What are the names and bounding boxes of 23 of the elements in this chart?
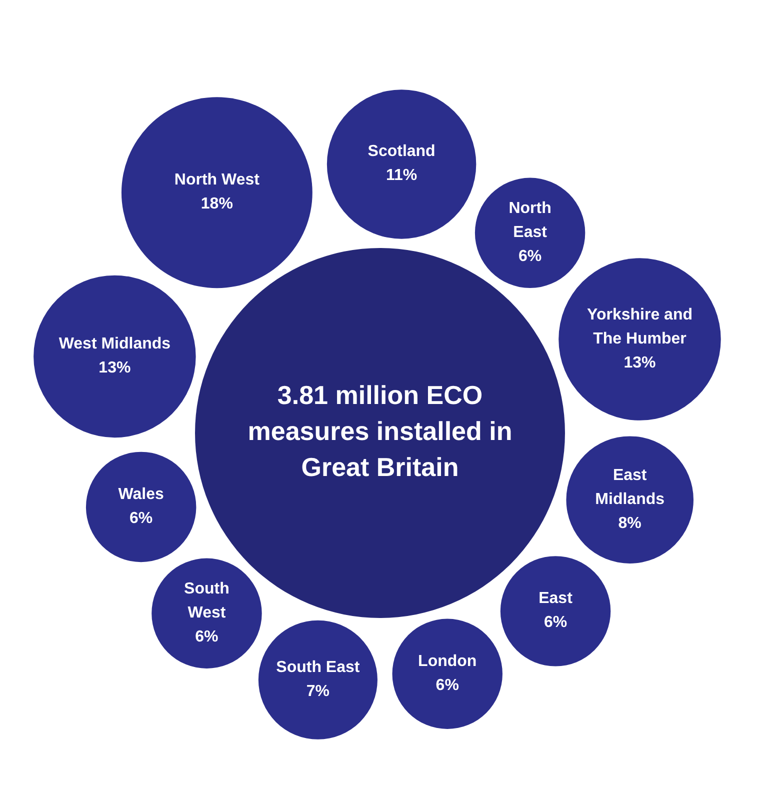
data-label: 6% [544, 614, 568, 632]
text: 3.81 million ECO measures installed in Great Britain [248, 380, 512, 482]
category-label: South West [184, 580, 230, 622]
category-label: Wales [118, 486, 164, 504]
data-label: 13% [624, 354, 656, 372]
category-label: South East [276, 659, 360, 676]
data-label: 6% [518, 248, 542, 266]
category-label: West Midlands [58, 336, 171, 353]
data-label: 8% [618, 515, 642, 532]
category-label: London [418, 653, 477, 670]
category-label: East [538, 590, 574, 608]
category-label: Scotland [368, 143, 436, 160]
category-label: North East [508, 200, 552, 242]
category-label: East Midlands [595, 467, 665, 508]
data-label: 6% [130, 510, 153, 528]
data-label: 18% [200, 196, 233, 213]
data-label: 7% [306, 683, 330, 700]
data-label: 11% [386, 167, 418, 184]
category-label: Yorkshire and The Humber [586, 306, 692, 348]
data-label: 6% [436, 677, 459, 694]
category-label: North West [174, 172, 260, 189]
data-label: 13% [98, 360, 131, 377]
data-label: 6% [195, 628, 218, 646]
